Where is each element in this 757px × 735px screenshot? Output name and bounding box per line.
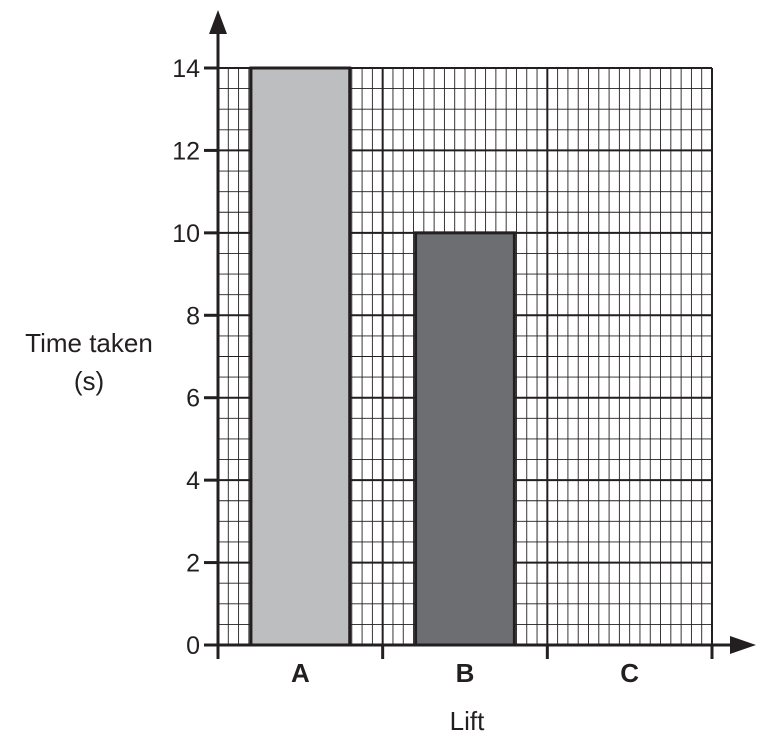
x-tick-label-a: A bbox=[291, 658, 310, 688]
y-tick-label: 14 bbox=[172, 55, 200, 83]
y-tick-label: 2 bbox=[186, 550, 200, 578]
y-tick-label: 4 bbox=[186, 467, 200, 495]
y-axis-arrowhead bbox=[209, 10, 227, 34]
y-axis-label: Time taken bbox=[25, 328, 153, 358]
bar-a bbox=[249, 66, 352, 647]
x-tick-label-b: B bbox=[456, 658, 475, 688]
y-tick-label: 6 bbox=[186, 385, 200, 413]
y-tick-label: 10 bbox=[172, 220, 200, 248]
y-tick-label: 8 bbox=[186, 302, 200, 330]
x-axis-label: Lift bbox=[450, 706, 485, 735]
x-tick-label-c: C bbox=[620, 658, 639, 688]
y-axis-label-unit: (s) bbox=[74, 366, 104, 396]
bar-b bbox=[414, 231, 516, 647]
bar-group bbox=[249, 66, 516, 647]
y-tick-label: 12 bbox=[172, 137, 200, 165]
y-tick-label: 0 bbox=[186, 632, 200, 660]
axes bbox=[208, 10, 756, 655]
axis-ticks: 0 2 4 6 8 10 12 14 A B C bbox=[172, 55, 714, 688]
x-axis-arrowhead bbox=[730, 636, 756, 654]
